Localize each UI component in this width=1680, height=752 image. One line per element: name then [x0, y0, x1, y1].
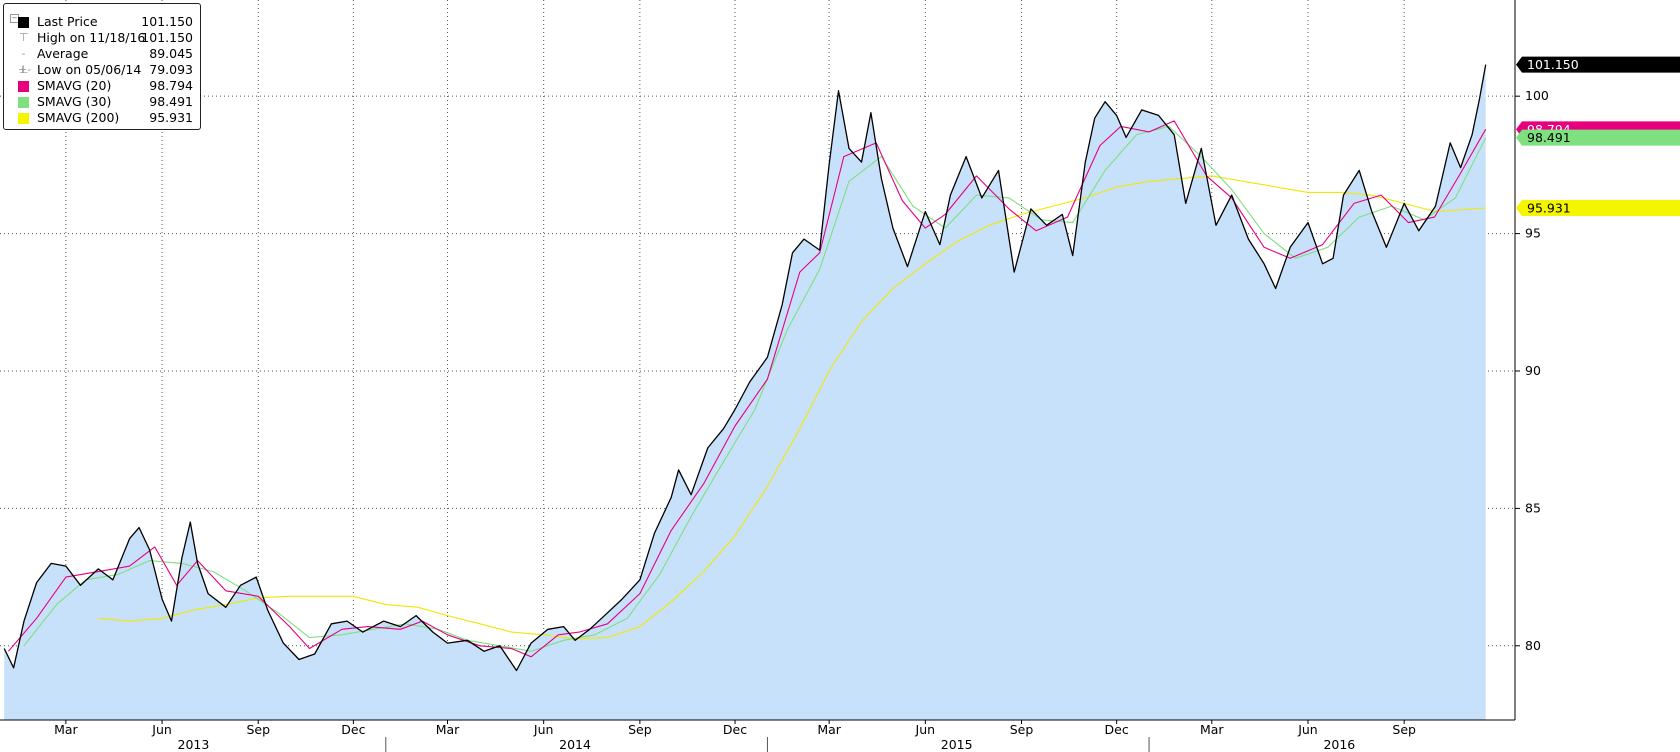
x-tick-label: Jun	[915, 722, 936, 737]
legend-item-low: ⊥ Low on 05/06/14 79.093	[4, 62, 200, 78]
x-tick-label: Mar	[436, 722, 460, 737]
year-label: 2016	[1323, 737, 1355, 752]
legend-swatch	[18, 17, 29, 28]
legend-value: 89.045	[149, 46, 193, 61]
legend-value: 98.794	[149, 78, 193, 93]
legend-label: Last Price	[37, 14, 98, 29]
legend-swatch	[18, 81, 29, 92]
x-tick-label: Mar	[54, 722, 78, 737]
legend-item-smavg-20: SMAVG (20) 98.794	[4, 78, 200, 94]
area-layer	[4, 64, 1486, 721]
legend-item-smavg-30: SMAVG (30) 98.491	[4, 94, 200, 110]
average-marker-icon: -+-	[18, 47, 32, 76]
legend-item-average: -+- Average 89.045	[4, 46, 200, 76]
sma200-line	[98, 175, 1486, 640]
chart-legend: − Last Price 101.150 ⊤ High on 11/18/16 …	[3, 3, 201, 130]
last-price-area	[4, 64, 1486, 721]
year-label: 2015	[941, 737, 973, 752]
legend-label: SMAVG (200)	[37, 110, 120, 125]
legend-swatch	[18, 113, 29, 124]
legend-label: Average	[37, 46, 89, 61]
legend-label: Low on 05/06/14	[37, 62, 142, 77]
x-tick-label: Dec	[1105, 722, 1129, 737]
legend-swatch	[18, 97, 29, 108]
y-tick-label: 90	[1525, 363, 1541, 378]
x-tick-label: Sep	[1010, 722, 1034, 737]
value-tag-background	[1516, 200, 1680, 217]
legend-item-high: ⊤ High on 11/18/16 101.150	[4, 30, 200, 46]
x-tick-label: Mar	[817, 722, 841, 737]
sma20-line	[7, 120, 1487, 658]
value-tag: 101.150	[1516, 56, 1680, 73]
value-tag-background	[1516, 129, 1680, 146]
x-tick-label: Mar	[1200, 722, 1224, 737]
y-tick-label: 95	[1525, 226, 1541, 241]
legend-label: SMAVG (30)	[37, 94, 112, 109]
y-tick-label: 80	[1525, 638, 1541, 653]
series-layer	[3, 64, 1487, 672]
legend-item-smavg-200: SMAVG (200) 95.931	[4, 110, 200, 126]
legend-value: 79.093	[149, 62, 193, 77]
x-tick-label: Sep	[246, 722, 270, 737]
x-tick-label: Jun	[151, 722, 172, 737]
x-tick-label: Dec	[723, 722, 747, 737]
x-tick-label: Dec	[341, 722, 365, 737]
axis-layer: 80 85 90 95 100 Mar Jun Sep Dec Mar Jun Sep Dec Mar Ju…	[0, 0, 1549, 752]
year-label: 2013	[178, 737, 210, 752]
legend-value: 101.150	[141, 30, 193, 45]
value-tag-label: 101.150	[1527, 57, 1579, 72]
last-price-line	[3, 64, 1487, 672]
legend-value: 98.491	[149, 94, 193, 109]
y-tick-label: 85	[1525, 500, 1541, 515]
value-tag: 95.931	[1516, 200, 1680, 217]
x-tick-label: Sep	[628, 722, 652, 737]
high-marker-icon: ⊤	[18, 31, 29, 44]
legend-value: 101.150	[141, 14, 193, 29]
value-tag-label: 95.931	[1527, 201, 1571, 216]
legend-item-last-price: Last Price 101.150	[4, 14, 200, 30]
x-tick-label: Sep	[1392, 722, 1416, 737]
value-tag: 98.491	[1516, 129, 1680, 146]
legend-value: 95.931	[149, 110, 193, 125]
low-marker-icon: ⊥	[18, 63, 29, 76]
value-tag-background	[1516, 56, 1680, 73]
year-label: 2014	[559, 737, 591, 752]
legend-label: High on 11/18/16	[37, 30, 146, 45]
x-tick-label: Jun	[533, 722, 554, 737]
value-tag-label: 98.491	[1527, 130, 1571, 145]
legend-label: SMAVG (20)	[37, 78, 112, 93]
x-tick-label: Jun	[1297, 722, 1318, 737]
y-tick-label: 100	[1525, 88, 1549, 103]
